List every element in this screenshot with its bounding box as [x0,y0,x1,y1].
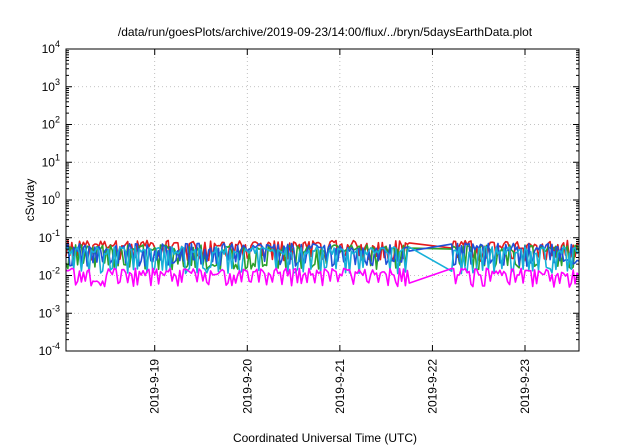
y-axis-label: cSv/day [23,179,37,222]
chart-title: /data/run/goesPlots/archive/2019-09-23/1… [118,25,533,39]
grid-lines [66,49,579,351]
y-tick-label: 104 [42,39,60,56]
y-tick-label: 10-2 [39,266,60,283]
y-tick-label: 100 [42,190,60,207]
x-tick-label: 2019-9-21 [333,359,347,414]
y-tick-label: 101 [42,152,60,169]
y-tick-label: 10-4 [39,341,60,358]
series-line [65,267,580,288]
x-tick-label: 2019-9-19 [148,359,162,414]
y-tick-label: 10-3 [39,303,60,320]
x-axis-label: Coordinated Universal Time (UTC) [233,431,417,445]
x-tick-label: 2019-9-20 [240,359,254,414]
y-axis: 10-4 10-3 10-2 10-1 100 101 102 103 104 [39,39,579,358]
x-tick-label: 2019-9-22 [425,359,439,414]
y-tick-label: 102 [42,115,60,132]
y-tick-label: 10-1 [39,228,60,245]
x-tick-label: 2019-9-23 [518,359,532,414]
x-axis: 2019-9-19 2019-9-20 2019-9-21 2019-9-22 2019… [148,49,532,414]
series-layer [65,239,580,288]
y-tick-label: 103 [42,77,60,94]
series-line [65,245,580,275]
